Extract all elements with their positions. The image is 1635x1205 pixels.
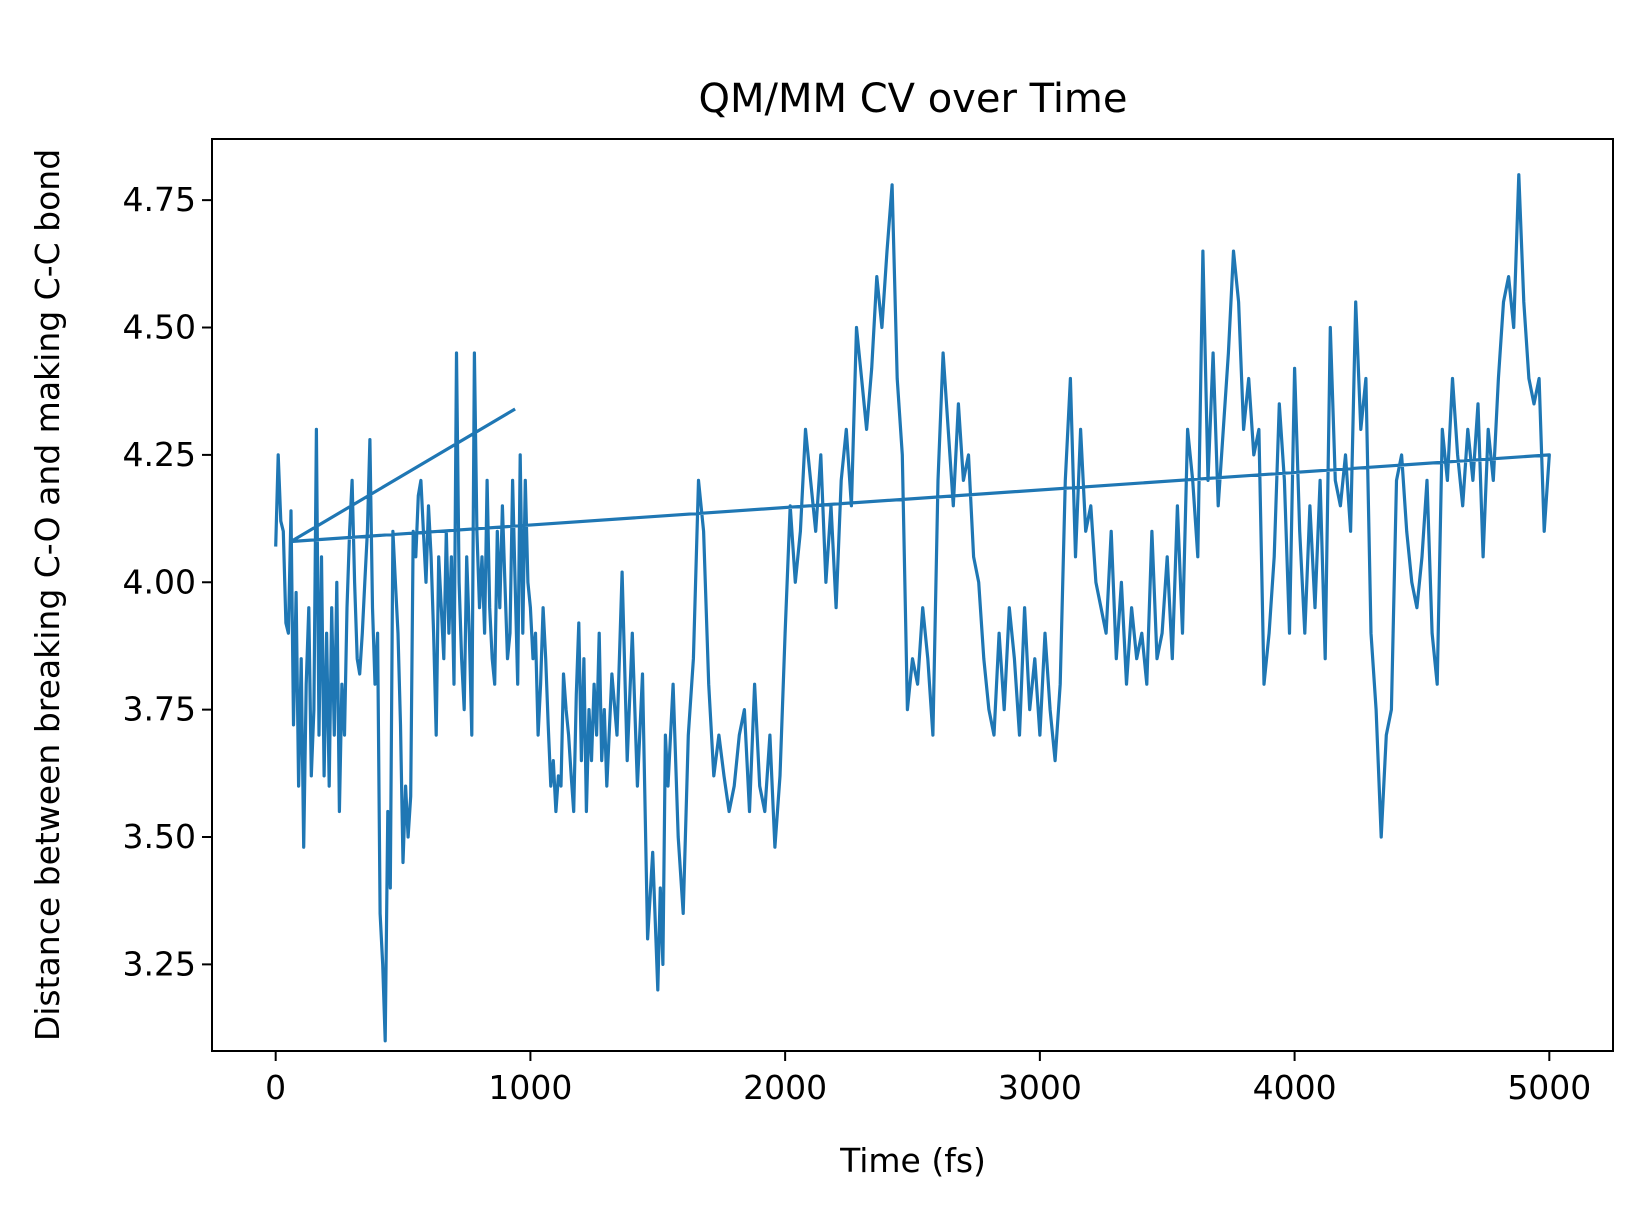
y-tick-label: 4.25 [123,435,196,474]
x-tick-label: 0 [265,1068,286,1107]
y-tick-label: 3.25 [123,944,196,983]
series-line-0 [274,173,1551,1043]
y-axis-label: Distance between breaking C-O and making… [28,149,67,1041]
y-axis: 3.25 3.50 3.75 4.00 4.25 4.50 4.75 [123,180,212,983]
x-tick-label: 3000 [998,1068,1082,1107]
x-tick-label: 2000 [743,1068,827,1107]
y-tick-label: 4.00 [123,562,196,601]
x-axis-label: Time (fs) [839,1141,986,1180]
x-axis: 0 1000 2000 3000 4000 5000 [265,1051,1591,1107]
y-tick-label: 4.50 [123,308,196,347]
y-tick-label: 3.75 [123,690,196,729]
y-tick-label: 4.75 [123,180,196,219]
x-tick-label: 4000 [1253,1068,1337,1107]
plot-area [211,138,1614,1052]
x-tick-label: 1000 [488,1068,572,1107]
axes-frame [211,138,1614,1052]
series-layer [274,173,1551,1043]
y-tick-label: 3.50 [123,817,196,856]
x-tick-label: 5000 [1507,1068,1591,1107]
chart-title: QM/MM CV over Time [698,76,1127,122]
